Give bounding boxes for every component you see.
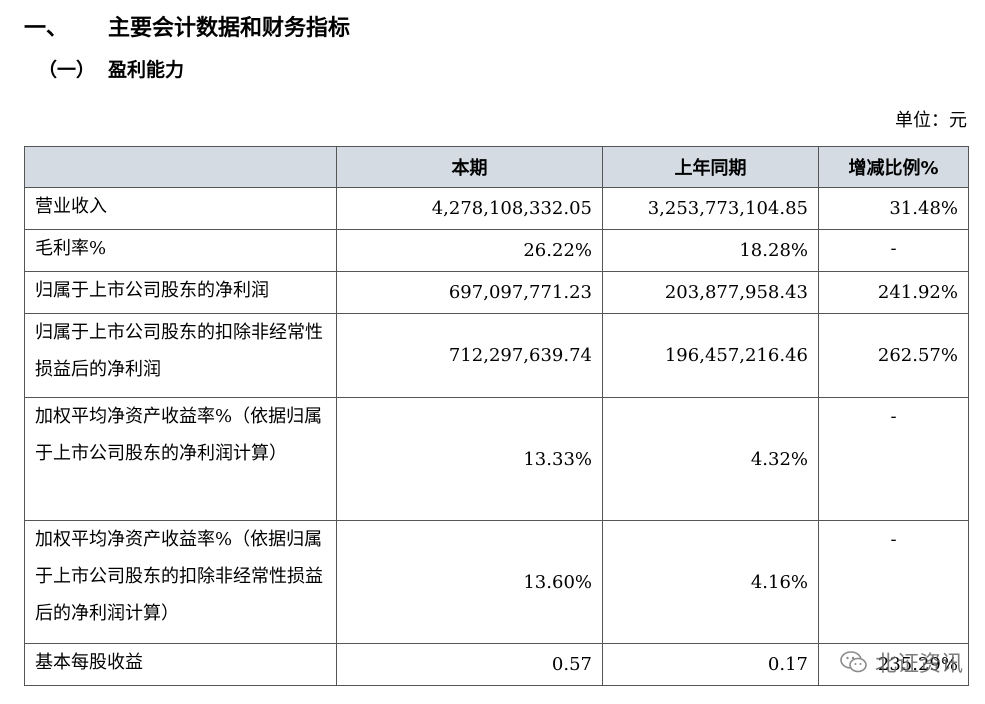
wechat-icon bbox=[840, 651, 867, 673]
section-number: 一、 bbox=[24, 16, 69, 41]
unit-label: 单位：元 bbox=[895, 110, 967, 131]
row-label: 归属于上市公司股东的扣除非经常性损益后的净利润 bbox=[24, 313, 337, 398]
table-row: 归属于上市公司股东的净利润 697,097,771.23 203,877,958… bbox=[24, 271, 969, 314]
watermark-text: 北证资讯 bbox=[874, 652, 963, 677]
current-value: 0.57 bbox=[336, 643, 603, 686]
section-title: 主要会计数据和财务指标 bbox=[108, 16, 351, 41]
section-heading: 一、 主要会计数据和财务指标 bbox=[24, 10, 350, 42]
table-row: 加权平均净资产收益率%（依据归属于上市公司股东的净利润计算） 13.33% 4.… bbox=[24, 397, 969, 521]
table-header-row: 本期 上年同期 增减比例% bbox=[24, 146, 969, 188]
financial-table: 本期 上年同期 增减比例% 营业收入 4,278,108,332.05 3,25… bbox=[24, 146, 969, 686]
prior-value: 203,877,958.43 bbox=[602, 271, 819, 314]
change-value: - bbox=[818, 520, 969, 644]
subsection-heading: （一） 盈利能力 bbox=[38, 55, 184, 82]
prior-value: 196,457,216.46 bbox=[602, 313, 819, 398]
prior-value: 3,253,773,104.85 bbox=[602, 187, 819, 230]
change-value: - bbox=[818, 229, 969, 272]
row-label: 基本每股收益 bbox=[24, 643, 337, 686]
table-row: 基本每股收益 0.57 0.17 235.29% bbox=[24, 643, 969, 686]
change-value: - bbox=[818, 397, 969, 521]
watermark: 北证资讯 bbox=[839, 646, 963, 678]
table-row: 毛利率% 26.22% 18.28% - bbox=[24, 229, 969, 272]
table-row: 归属于上市公司股东的扣除非经常性损益后的净利润 712,297,639.74 1… bbox=[24, 313, 969, 398]
subsection-title: 盈利能力 bbox=[108, 59, 185, 81]
row-label: 毛利率% bbox=[24, 229, 337, 272]
prior-value: 18.28% bbox=[602, 229, 819, 272]
current-value: 13.60% bbox=[336, 520, 603, 644]
prior-value: 0.17 bbox=[602, 643, 819, 686]
current-value: 13.33% bbox=[336, 397, 603, 521]
current-value: 26.22% bbox=[336, 229, 603, 272]
header-change: 增减比例% bbox=[818, 146, 969, 188]
table-row: 加权平均净资产收益率%（依据归属于上市公司股东的扣除非经常性损益后的净利润计算）… bbox=[24, 520, 969, 644]
change-value: 241.92% bbox=[818, 271, 969, 314]
table-row: 营业收入 4,278,108,332.05 3,253,773,104.85 3… bbox=[24, 187, 969, 230]
current-value: 697,097,771.23 bbox=[336, 271, 603, 314]
header-prior: 上年同期 bbox=[602, 146, 819, 188]
subsection-number: （一） bbox=[38, 59, 96, 81]
prior-value: 4.32% bbox=[602, 397, 819, 521]
change-value: 31.48% bbox=[818, 187, 969, 230]
row-label: 加权平均净资产收益率%（依据归属于上市公司股东的净利润计算） bbox=[24, 397, 337, 521]
row-label: 归属于上市公司股东的净利润 bbox=[24, 271, 337, 314]
header-current: 本期 bbox=[336, 146, 603, 188]
row-label: 营业收入 bbox=[24, 187, 337, 230]
current-value: 4,278,108,332.05 bbox=[336, 187, 603, 230]
prior-value: 4.16% bbox=[602, 520, 819, 644]
header-item bbox=[24, 146, 337, 188]
row-label: 加权平均净资产收益率%（依据归属于上市公司股东的扣除非经常性损益后的净利润计算） bbox=[24, 520, 337, 644]
current-value: 712,297,639.74 bbox=[336, 313, 603, 398]
change-value: 262.57% bbox=[818, 313, 969, 398]
